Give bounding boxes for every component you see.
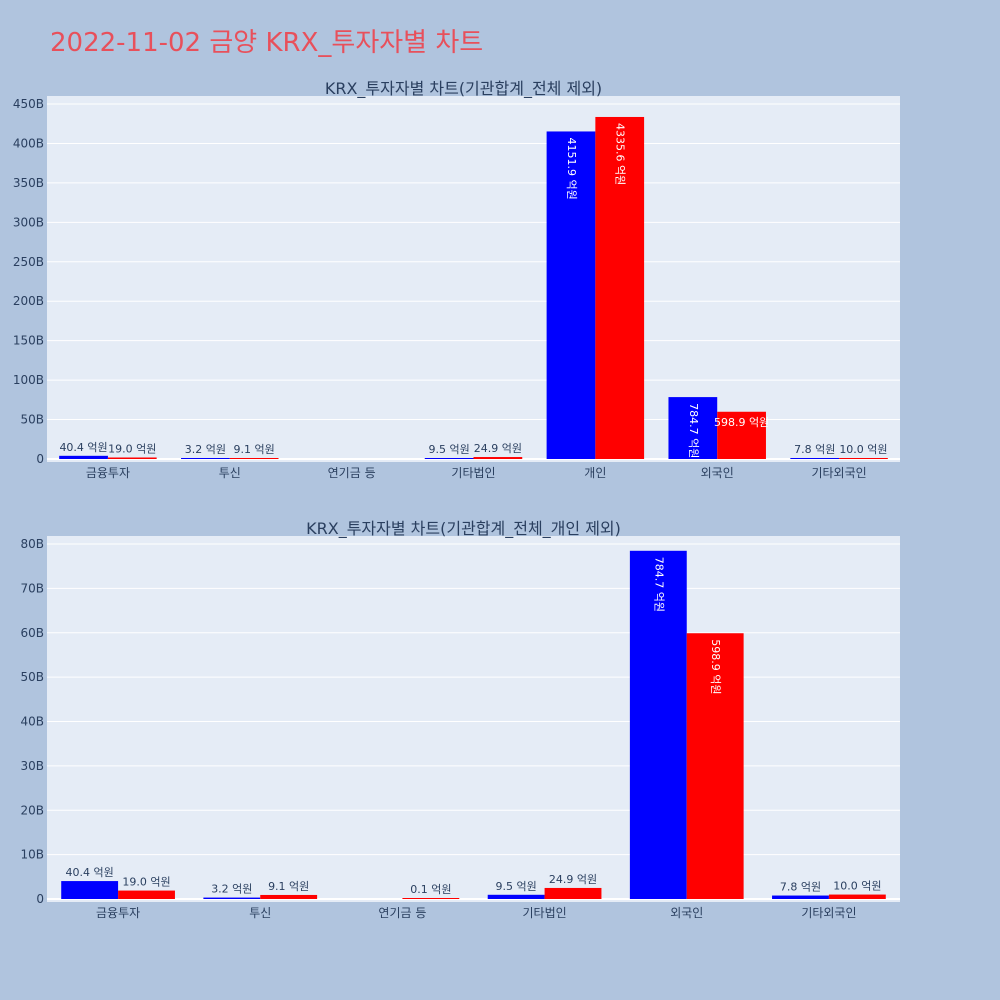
y-tick-label: 450B <box>13 97 44 111</box>
bar <box>717 411 766 459</box>
y-tick-label: 150B <box>13 334 44 348</box>
y-tick-label: 300B <box>13 215 44 229</box>
y-tick-label: 100B <box>13 373 44 387</box>
bar <box>544 887 602 899</box>
x-tick-label: 금융투자 <box>86 466 130 480</box>
y-tick-label: 50B <box>20 670 44 684</box>
y-tick-label: 250B <box>13 255 44 269</box>
x-tick-label: 외국인 <box>670 906 703 920</box>
bar <box>424 458 474 459</box>
chart-title: KRX_투자자별 차트(기관합계_전체 제외) <box>325 79 602 99</box>
x-tick-label: 금융투자 <box>96 906 140 920</box>
bar <box>59 455 108 459</box>
data-label: 7.8 억원 <box>780 881 821 894</box>
data-label: 9.1 억원 <box>234 443 275 456</box>
x-tick-label: 기타외국인 <box>801 906 856 920</box>
data-label: 3.2 억원 <box>185 443 226 456</box>
x-tick-label: 투신 <box>249 906 271 920</box>
data-label: 598.9 억원 <box>714 416 769 429</box>
data-label: 4335.6 억원 <box>614 123 627 185</box>
bar <box>487 894 545 899</box>
bar <box>629 550 687 899</box>
y-tick-label: 0 <box>36 892 44 906</box>
bar <box>107 457 157 459</box>
x-tick-label: 기타법인 <box>451 466 495 480</box>
plot-area <box>47 96 900 462</box>
chart-title: KRX_투자자별 차트(기관합계_전체_개인 제외) <box>306 519 621 539</box>
y-tick-label: 60B <box>20 626 44 640</box>
y-tick-label: 80B <box>20 537 44 551</box>
bar <box>203 897 261 899</box>
x-tick-label: 외국인 <box>701 466 734 480</box>
data-label: 598.9 억원 <box>709 639 722 694</box>
y-tick-label: 200B <box>13 294 44 308</box>
data-label: 9.5 억원 <box>496 880 537 893</box>
data-label: 7.8 억원 <box>794 443 835 456</box>
y-tick-label: 40B <box>20 715 44 729</box>
data-label: 784.7 억원 <box>687 403 700 458</box>
data-label: 784.7 억원 <box>652 557 665 612</box>
data-label: 9.5 억원 <box>429 443 470 456</box>
bar <box>595 116 645 459</box>
x-tick-label: 연기금 등 <box>328 466 376 480</box>
bar <box>839 458 888 459</box>
bar <box>118 890 175 899</box>
bar <box>229 458 279 459</box>
bar <box>181 458 230 459</box>
y-tick-label: 0 <box>36 452 44 466</box>
y-tick-label: 20B <box>20 803 44 817</box>
bar <box>790 458 840 459</box>
data-label: 3.2 억원 <box>211 883 252 896</box>
x-tick-label: 개인 <box>584 466 606 480</box>
data-label: 9.1 억원 <box>268 880 309 893</box>
y-tick-label: 30B <box>20 759 44 773</box>
bar <box>473 457 523 459</box>
data-label: 4151.9 억원 <box>565 137 578 199</box>
data-label: 24.9 억원 <box>549 873 597 886</box>
data-label: 19.0 억원 <box>122 876 170 889</box>
bar <box>61 881 119 899</box>
y-tick-label: 70B <box>20 581 44 595</box>
y-tick-label: 10B <box>20 848 44 862</box>
x-tick-label: 연기금 등 <box>378 906 426 920</box>
data-label: 10.0 억원 <box>833 880 881 893</box>
data-label: 10.0 억원 <box>839 443 887 456</box>
plot-area <box>47 536 900 902</box>
y-tick-label: 350B <box>13 176 44 190</box>
x-tick-label: 기타법인 <box>522 906 566 920</box>
data-label: 0.1 억원 <box>410 883 451 896</box>
data-label: 40.4 억원 <box>59 441 107 454</box>
bar <box>546 131 596 459</box>
bar <box>828 894 886 899</box>
bar <box>772 895 829 899</box>
page-title: 2022-11-02 금양 KRX_투자자별 차트 <box>50 28 484 58</box>
data-label: 19.0 억원 <box>108 443 156 456</box>
y-tick-label: 50B <box>20 413 44 427</box>
bar <box>668 397 718 459</box>
data-label: 24.9 억원 <box>474 442 522 455</box>
x-tick-label: 기타외국인 <box>811 466 866 480</box>
y-tick-label: 400B <box>13 136 44 150</box>
bar <box>686 633 744 899</box>
x-tick-label: 투신 <box>219 466 241 480</box>
data-label: 40.4 억원 <box>66 866 114 879</box>
bar <box>260 894 318 899</box>
bar <box>402 898 460 899</box>
